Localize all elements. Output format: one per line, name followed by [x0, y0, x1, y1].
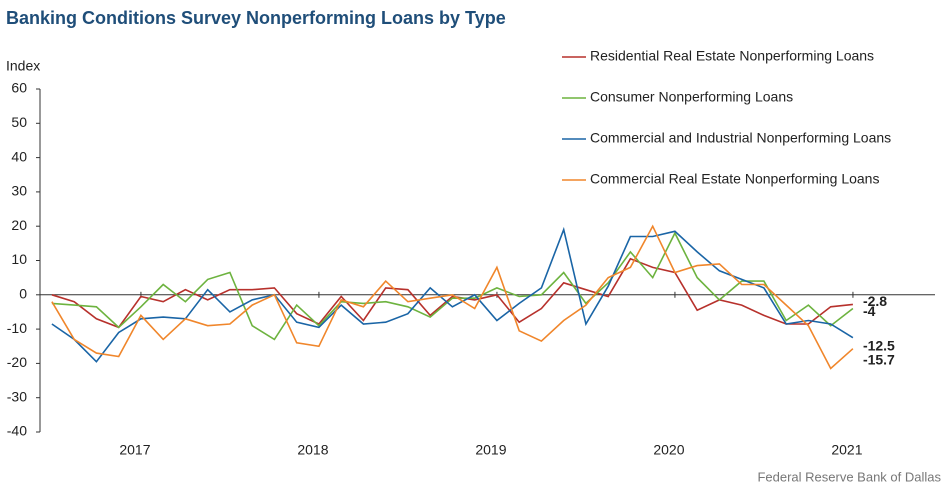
y-tick-label: -30 — [7, 388, 27, 404]
y-tick-label: 30 — [11, 183, 27, 199]
y-tick-label: 20 — [11, 217, 27, 233]
legend-label: Commercial Real Estate Nonperforming Loa… — [590, 171, 879, 187]
y-tick-label: 60 — [11, 80, 27, 96]
legend-label: Consumer Nonperforming Loans — [590, 89, 793, 105]
y-tick-label: -40 — [7, 423, 27, 439]
y-tick-label: -10 — [7, 320, 27, 336]
series-line — [51, 224, 854, 370]
x-tick-label: 2020 — [653, 442, 684, 458]
end-label: -4 — [863, 303, 876, 319]
y-tick-label: 0 — [19, 286, 27, 302]
end-label: -12.5 — [863, 337, 895, 353]
series-line — [51, 231, 854, 341]
y-axis-label: Index — [6, 58, 40, 74]
source: Federal Reserve Bank of Dallas — [757, 469, 941, 484]
y-tick-label: -20 — [7, 354, 27, 370]
x-tick-label: 2017 — [119, 442, 150, 458]
y-tick-label: 40 — [11, 148, 27, 164]
y-tick-label: 10 — [11, 251, 27, 267]
y-tick-label: 50 — [11, 114, 27, 130]
legend-label: Commercial and Industrial Nonperforming … — [590, 130, 891, 146]
x-tick-label: 2018 — [297, 442, 328, 458]
end-label: -15.7 — [863, 351, 895, 367]
x-tick-label: 2021 — [831, 442, 862, 458]
end-label: -2.8 — [863, 293, 887, 309]
legend-label: Residential Real Estate Nonperforming Lo… — [590, 48, 874, 64]
x-tick-label: 2019 — [475, 442, 506, 458]
chart-title: Banking Conditions Survey Nonperforming … — [6, 8, 506, 28]
